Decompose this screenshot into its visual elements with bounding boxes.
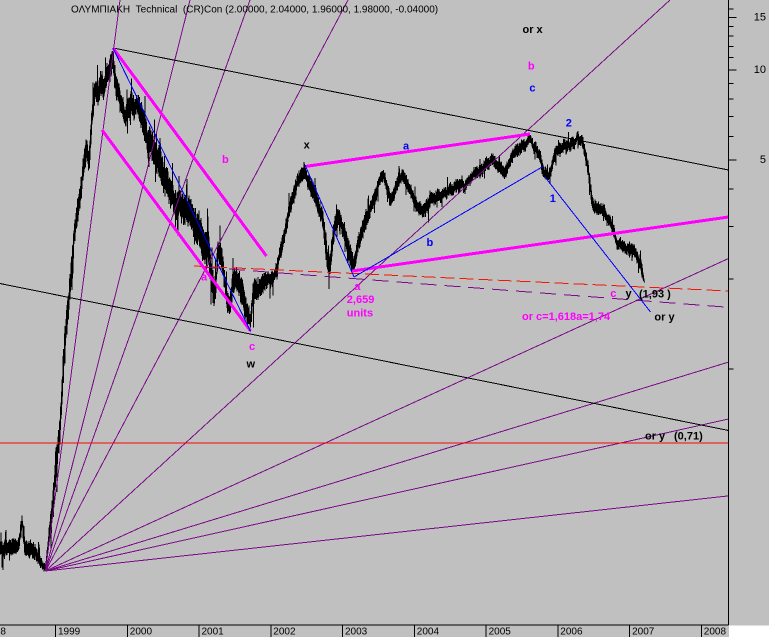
svg-text:or x: or x bbox=[523, 24, 544, 36]
svg-text:c: c bbox=[249, 341, 255, 353]
svg-text:2000: 2000 bbox=[130, 627, 153, 637]
svg-text:(1,93 ): (1,93 ) bbox=[639, 289, 671, 301]
svg-text:2,659: 2,659 bbox=[347, 294, 375, 306]
svg-text:2005: 2005 bbox=[489, 627, 512, 637]
svg-text:1: 1 bbox=[550, 193, 556, 205]
svg-text:a: a bbox=[201, 272, 208, 284]
svg-text:2008: 2008 bbox=[704, 627, 727, 637]
svg-text:units: units bbox=[347, 308, 373, 320]
svg-text:w: w bbox=[246, 359, 256, 371]
svg-text:or c=1,618a=1,74: or c=1,618a=1,74 bbox=[522, 311, 611, 323]
svg-text:2004: 2004 bbox=[417, 627, 440, 637]
svg-text:2002: 2002 bbox=[273, 627, 296, 637]
svg-text:b: b bbox=[222, 154, 229, 166]
svg-text:2007: 2007 bbox=[632, 627, 655, 637]
svg-text:(0,71): (0,71) bbox=[674, 431, 703, 443]
svg-text:or y: or y bbox=[654, 312, 675, 324]
svg-text:1999: 1999 bbox=[58, 627, 81, 637]
svg-text:5: 5 bbox=[760, 154, 766, 166]
svg-text:2: 2 bbox=[566, 118, 572, 130]
svg-text:ΟΛΥΜΠΙΑΚΗ Technical (CR)Con: ΟΛΥΜΠΙΑΚΗ Technical (CR)Con (2.00000, 2.… bbox=[71, 5, 438, 16]
svg-text:15: 15 bbox=[754, 12, 766, 24]
svg-text:b: b bbox=[427, 237, 434, 249]
svg-text:1998: 1998 bbox=[0, 627, 6, 637]
svg-text:b: b bbox=[528, 61, 535, 73]
svg-text:c: c bbox=[529, 83, 535, 95]
svg-text:a: a bbox=[354, 281, 361, 293]
svg-text:or y: or y bbox=[645, 431, 666, 443]
svg-text:10: 10 bbox=[754, 64, 766, 76]
svg-text:2001: 2001 bbox=[202, 627, 225, 637]
svg-text:y: y bbox=[626, 288, 633, 300]
svg-text:x: x bbox=[304, 140, 311, 152]
svg-text:2003: 2003 bbox=[345, 627, 368, 637]
svg-text:a: a bbox=[403, 141, 410, 153]
svg-text:2006: 2006 bbox=[560, 627, 583, 637]
svg-text:c: c bbox=[610, 288, 616, 300]
